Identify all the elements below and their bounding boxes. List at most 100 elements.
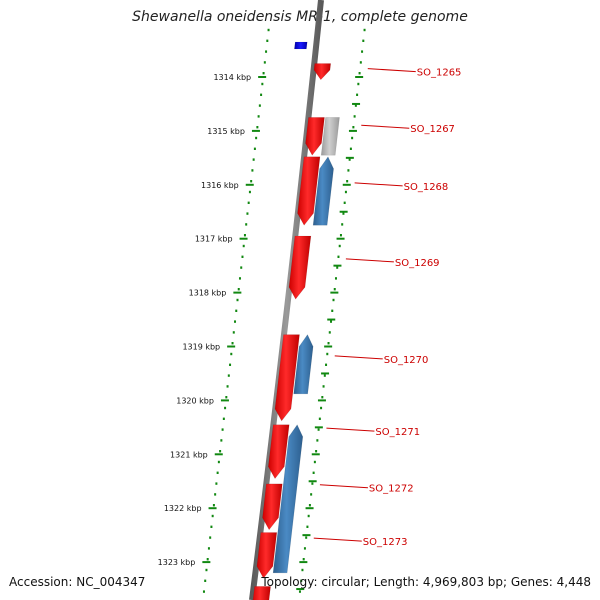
outer-grid-dot <box>334 277 337 280</box>
scale-tick-label: 1323 kbp <box>158 558 196 567</box>
scale-minor-tick <box>246 212 249 215</box>
genome-stats-text: Topology: circular; Length: 4,969,803 bp… <box>261 575 591 589</box>
outer-grid-dot <box>313 460 316 464</box>
scale-minor-tick <box>206 558 209 561</box>
outer-grid-dot <box>354 104 357 107</box>
scale-minor-tick <box>235 309 238 312</box>
scale-minor-tick <box>202 590 205 593</box>
gene-labels: SO_1265 SO_1267 SO_1268 SO_1269 SO_1270 SO_12… <box>313 68 462 548</box>
gene-arrow <box>272 424 304 574</box>
scale-minor-tick <box>236 298 239 302</box>
scale-tick-label: 1317 kbp <box>195 235 233 244</box>
outer-grid-dot <box>357 82 360 86</box>
scale-tick-label: 1319 kbp <box>182 343 220 352</box>
outer-grid-dot <box>352 126 355 129</box>
scale-minor-tick <box>260 93 263 96</box>
scale-minor-tick <box>261 82 264 86</box>
cds-arrow <box>274 334 300 422</box>
cds-arrow <box>313 63 332 81</box>
scale-minor-tick <box>227 374 230 377</box>
scale-minor-tick <box>207 547 210 550</box>
outer-grid-dot <box>317 428 320 431</box>
cds-arrow <box>305 117 325 156</box>
cds-arrow <box>262 483 283 531</box>
outer-grid-dot <box>307 514 310 518</box>
gene-label: SO_1269 <box>395 258 440 269</box>
scale-minor-tick <box>230 352 233 356</box>
outer-grid-dot <box>344 190 347 194</box>
scale-minor-tick <box>222 417 225 420</box>
scale-minor-tick <box>240 266 243 269</box>
scale-minor-tick <box>229 363 232 366</box>
scale-minor-tick <box>217 460 220 464</box>
scale-minor-tick <box>234 320 237 323</box>
outer-grid-dot <box>330 320 333 323</box>
scale-minor-tick <box>204 579 207 582</box>
gene-label-leader <box>345 258 394 263</box>
gene-label-leader <box>334 355 383 360</box>
scale-tick-label: 1315 kbp <box>207 127 245 136</box>
outer-grid-dot <box>321 396 324 399</box>
genome-backbone <box>249 0 324 600</box>
gene-label: SO_1267 <box>410 124 455 135</box>
outer-grid-dot <box>349 147 352 150</box>
gene-label: SO_1265 <box>417 68 462 79</box>
outer-grid-dot <box>342 212 345 215</box>
scale-minor-tick <box>253 147 256 150</box>
outer-grid-dot <box>305 536 308 539</box>
scale-minor-tick <box>252 158 255 161</box>
outer-grid-dot <box>322 385 325 388</box>
accession-text: Accession: NC_004347 <box>9 575 146 589</box>
scale-minor-tick <box>214 493 217 496</box>
scale-minor-tick <box>210 525 213 528</box>
gene-arrow <box>312 156 334 226</box>
scale-tick-label: 1314 kbp <box>213 73 251 82</box>
scale-minor-tick <box>224 406 227 410</box>
outer-grid-dot <box>311 482 314 485</box>
scale-minor-tick <box>215 482 218 485</box>
outer-grid-dot <box>315 450 318 453</box>
outer-grid-dot <box>337 255 340 258</box>
outer-grid-dot <box>363 28 366 32</box>
outer-grid-dot <box>303 547 306 550</box>
scale-minor-tick <box>225 396 228 399</box>
scale-minor-tick <box>258 104 261 107</box>
scale-minor-tick <box>211 514 214 518</box>
gene-label: SO_1272 <box>369 484 414 495</box>
outer-grid-dot <box>320 406 323 410</box>
gene-arrow <box>293 334 314 395</box>
outer-grid-dot <box>308 504 311 507</box>
gene-label-leader <box>319 484 368 489</box>
outer-grid-dot <box>347 169 350 172</box>
scale-minor-tick <box>248 190 251 194</box>
outer-grid-dot <box>328 331 331 334</box>
scale-minor-tick <box>266 39 269 42</box>
outer-grid-dot <box>323 374 326 377</box>
outer-grid-dot <box>343 201 346 204</box>
gene-partial-bar <box>320 117 340 156</box>
scale-tick-label: 1318 kbp <box>189 289 227 298</box>
outer-grid-dot <box>341 223 344 226</box>
scale-minor-tick <box>212 504 215 507</box>
scale-tick-label: 1322 kbp <box>164 504 202 513</box>
scale-tick-label: 1320 kbp <box>176 396 214 405</box>
scale-minor-tick <box>238 277 241 280</box>
cds-arrow <box>288 235 312 300</box>
outer-grid-dot <box>361 50 364 53</box>
scale-minor-tick <box>251 169 254 172</box>
cds-arrow <box>256 532 278 579</box>
gene-label-leader <box>367 68 416 73</box>
gene-label-leader <box>361 124 410 129</box>
feature-tracks <box>252 41 340 600</box>
outer-grid-dot <box>353 115 356 118</box>
scale-minor-tick <box>241 255 244 258</box>
cds-arrow <box>297 156 321 226</box>
outer-grid-dot <box>356 93 359 96</box>
outer-grid-dot <box>359 61 362 64</box>
scale-minor-tick <box>243 234 246 237</box>
scale-minor-tick <box>231 342 234 345</box>
outer-grid-dot <box>336 266 339 269</box>
scale-minor-tick <box>247 201 250 204</box>
gene-label-leader <box>313 537 362 542</box>
outer-grid-dot <box>326 352 329 356</box>
